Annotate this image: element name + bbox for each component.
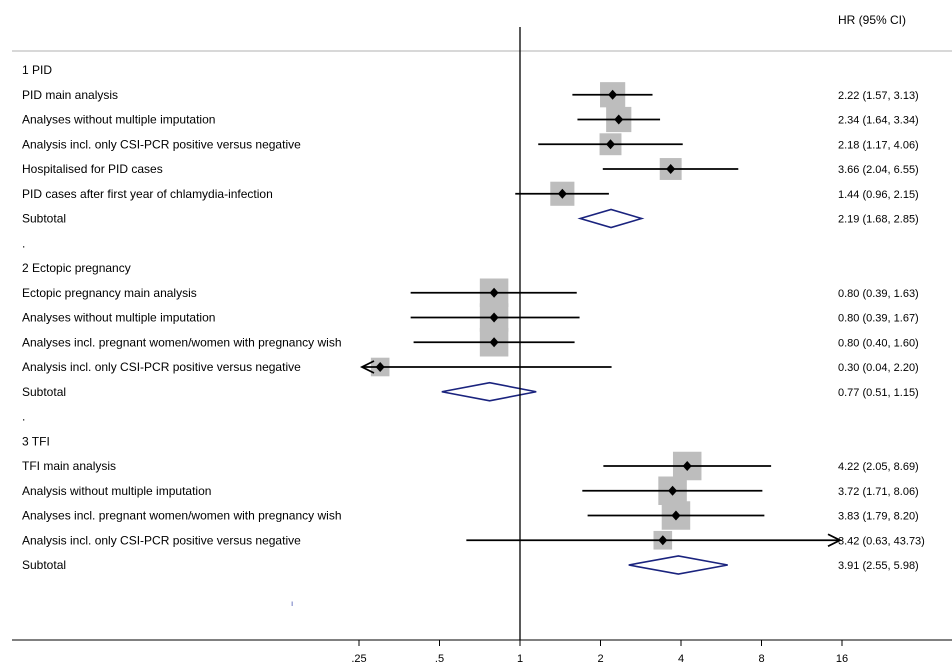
row-label: 3 TFI — [22, 434, 50, 448]
hr-ci-value: 0.77 (0.51, 1.15) — [838, 387, 919, 399]
row-label: Subtotal — [22, 385, 66, 399]
row-label: Analyses without multiple imputation — [22, 311, 215, 325]
ci-arrow-left — [359, 360, 375, 374]
point-estimate — [557, 188, 567, 199]
x-axis-ticks: .25 .5 1 2 4 8 16 — [351, 640, 848, 665]
x-tick-label: 1 — [517, 653, 523, 665]
x-tick-label: 8 — [758, 653, 764, 665]
point-estimate — [614, 114, 624, 125]
hr-column-header: HR (95% CI) — [838, 13, 906, 27]
subtotal-diamond — [441, 381, 537, 402]
point-estimate — [666, 164, 676, 174]
point-estimate — [489, 312, 499, 323]
x-tick-label: .25 — [351, 653, 366, 665]
hr-ci-value: 2.22 (1.57, 3.13) — [838, 90, 919, 102]
row-label: Analysis without multiple imputation — [22, 484, 211, 498]
row-label: Analyses incl. pregnant women/women with… — [22, 509, 342, 523]
hr-ci-value: 0.30 (0.04, 2.20) — [838, 362, 919, 374]
point-estimate — [489, 287, 499, 298]
stray-mark: ı — [291, 599, 293, 608]
hr-ci-value: 1.44 (0.96, 2.15) — [838, 189, 919, 201]
row-label: Subtotal — [22, 558, 66, 572]
row-label: Analysis incl. only CSI-PCR positive ver… — [22, 360, 301, 374]
hr-ci-value: 2.18 (1.17, 4.06) — [838, 139, 919, 151]
subtotal-diamond — [577, 208, 645, 229]
row-label: . — [22, 410, 25, 424]
point-estimate — [682, 461, 692, 471]
point-estimate — [606, 139, 616, 150]
row-label: PID cases after first year of chlamydia-… — [22, 187, 273, 201]
row-label: Subtotal — [22, 212, 66, 226]
row-label: Analyses without multiple imputation — [22, 113, 215, 127]
row-label: Analysis incl. only CSI-PCR positive ver… — [22, 533, 301, 547]
point-estimate — [608, 89, 618, 100]
hr-ci-value: 3.72 (1.71, 8.06) — [838, 486, 919, 498]
row-label: 2 Ectopic pregnancy — [22, 261, 131, 275]
row-label: TFI main analysis — [22, 459, 116, 473]
rows-layer: 1 PID PID main analysis 2.22 (1.57, 3.13) A… — [22, 63, 925, 575]
ci-arrow-right — [827, 533, 843, 548]
hr-ci-value: 0.80 (0.39, 1.63) — [838, 288, 919, 300]
hr-ci-value: 2.19 (1.68, 2.85) — [838, 214, 919, 226]
x-tick-label: 4 — [678, 653, 684, 665]
point-estimate — [668, 485, 678, 496]
point-estimate — [671, 510, 681, 521]
x-tick-label: 2 — [597, 653, 603, 665]
hr-ci-value: 4.22 (2.05, 8.69) — [838, 461, 919, 473]
hr-ci-value: 3.66 (2.04, 6.55) — [838, 164, 919, 176]
row-label: PID main analysis — [22, 88, 118, 102]
hr-ci-value: 3.83 (1.79, 8.20) — [838, 511, 919, 523]
subtotal-diamond — [628, 555, 728, 575]
point-estimate — [658, 535, 668, 546]
x-tick-label: .5 — [435, 653, 444, 665]
x-tick-label: 16 — [836, 653, 848, 665]
hr-ci-value: 3.91 (2.55, 5.98) — [838, 560, 919, 572]
hr-ci-value: 2.34 (1.64, 3.34) — [838, 115, 919, 127]
hr-ci-value: 0.80 (0.40, 1.60) — [838, 337, 919, 349]
point-estimate — [489, 337, 499, 348]
row-label: Analyses incl. pregnant women/women with… — [22, 335, 342, 349]
hr-ci-value: 0.80 (0.39, 1.67) — [838, 313, 919, 325]
row-label: Hospitalised for PID cases — [22, 162, 163, 176]
hr-ci-value: 3.42 (0.63, 43.73) — [838, 535, 925, 547]
point-estimate — [375, 362, 385, 372]
row-label: Analysis incl. only CSI-PCR positive ver… — [22, 137, 301, 151]
row-label: Ectopic pregnancy main analysis — [22, 286, 197, 300]
row-label: . — [22, 236, 25, 250]
row-label: 1 PID — [22, 63, 52, 77]
